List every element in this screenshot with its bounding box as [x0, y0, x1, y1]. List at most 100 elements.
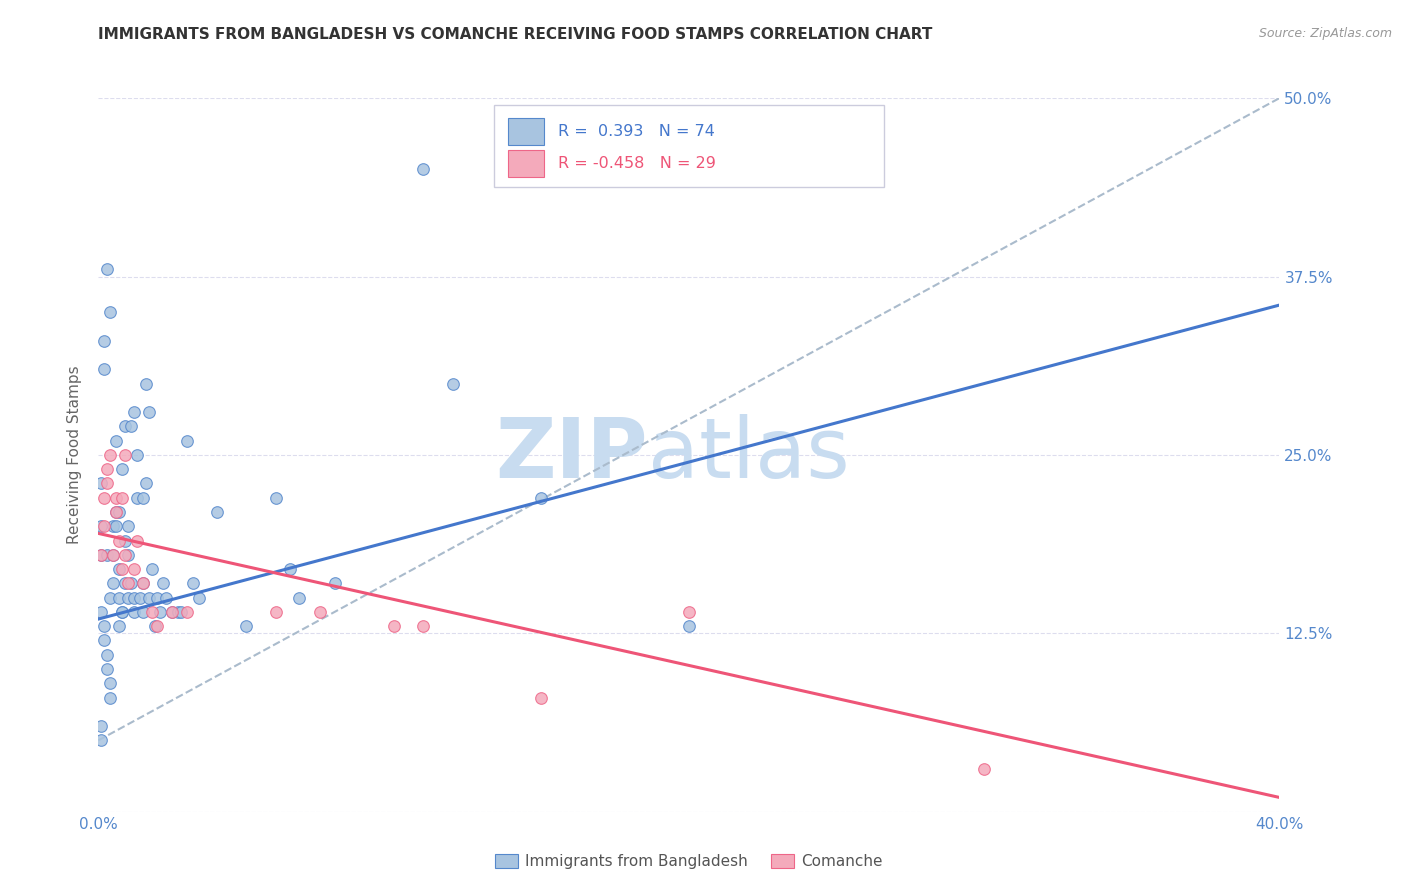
Point [108, 562, 131, 576]
Point [108, 591, 131, 605]
Point [103, 548, 125, 562]
Point [120, 576, 142, 591]
Point [143, 619, 166, 633]
Point [132, 576, 155, 591]
Point [138, 591, 160, 605]
Point [441, 376, 464, 391]
Point [122, 605, 145, 619]
Point [264, 605, 287, 619]
Point [323, 576, 346, 591]
Point [132, 491, 155, 505]
Point [93, 362, 115, 376]
Point [103, 576, 125, 591]
Point [167, 605, 190, 619]
Point [117, 519, 139, 533]
Point [90, 733, 112, 747]
Point [93, 619, 115, 633]
Point [103, 519, 125, 533]
Point [973, 762, 995, 776]
Point [111, 605, 134, 619]
Point [98, 676, 121, 690]
Point [105, 434, 128, 448]
Point [111, 491, 134, 505]
Point [114, 419, 136, 434]
Point [105, 519, 128, 533]
Point [678, 619, 700, 633]
Point [108, 619, 131, 633]
Point [205, 505, 228, 519]
Point [382, 619, 405, 633]
Point [96, 476, 118, 491]
Point [125, 533, 148, 548]
Point [108, 533, 131, 548]
Point [96, 648, 118, 662]
FancyBboxPatch shape [494, 105, 884, 187]
Point [93, 334, 115, 348]
Point [187, 591, 209, 605]
Text: atlas: atlas [648, 415, 849, 495]
Point [141, 562, 163, 576]
Point [149, 605, 172, 619]
Point [412, 162, 434, 177]
Point [105, 491, 128, 505]
Point [135, 376, 157, 391]
Point [90, 476, 112, 491]
Point [181, 576, 204, 591]
Point [132, 576, 155, 591]
Point [90, 719, 112, 733]
Point [90, 548, 112, 562]
Point [114, 448, 136, 462]
Point [103, 548, 125, 562]
Point [122, 405, 145, 419]
Point [141, 605, 163, 619]
Text: R =  0.393   N = 74: R = 0.393 N = 74 [558, 124, 714, 139]
Point [235, 619, 257, 633]
Point [170, 605, 193, 619]
Point [152, 576, 174, 591]
Point [125, 491, 148, 505]
Point [138, 405, 160, 419]
Point [98, 448, 121, 462]
Text: ZIP: ZIP [495, 415, 648, 495]
Text: IMMIGRANTS FROM BANGLADESH VS COMANCHE RECEIVING FOOD STAMPS CORRELATION CHART: IMMIGRANTS FROM BANGLADESH VS COMANCHE R… [98, 27, 932, 42]
Point [108, 505, 131, 519]
Point [678, 605, 700, 619]
Legend: Immigrants from Bangladesh, Comanche: Immigrants from Bangladesh, Comanche [489, 848, 889, 875]
Point [105, 505, 128, 519]
Point [114, 576, 136, 591]
Y-axis label: Receiving Food Stamps: Receiving Food Stamps [67, 366, 83, 544]
Point [162, 605, 183, 619]
Point [114, 548, 136, 562]
Point [117, 591, 139, 605]
Point [412, 619, 434, 633]
Point [146, 619, 169, 633]
Point [93, 633, 115, 648]
Point [288, 591, 311, 605]
Point [98, 690, 121, 705]
Point [530, 690, 553, 705]
Point [162, 605, 183, 619]
Point [264, 491, 287, 505]
Point [93, 519, 115, 533]
Point [93, 491, 115, 505]
Point [176, 434, 198, 448]
Point [278, 562, 302, 576]
Point [122, 591, 145, 605]
Point [96, 462, 118, 476]
Point [96, 548, 118, 562]
Point [155, 591, 177, 605]
Point [98, 305, 121, 319]
Point [309, 605, 332, 619]
Point [117, 576, 139, 591]
Point [530, 491, 553, 505]
Point [117, 548, 139, 562]
Point [96, 662, 118, 676]
Point [105, 505, 128, 519]
Bar [508, 118, 544, 145]
Point [114, 533, 136, 548]
Point [128, 591, 150, 605]
Point [90, 519, 112, 533]
Point [132, 605, 155, 619]
Point [96, 262, 118, 277]
Point [176, 605, 198, 619]
